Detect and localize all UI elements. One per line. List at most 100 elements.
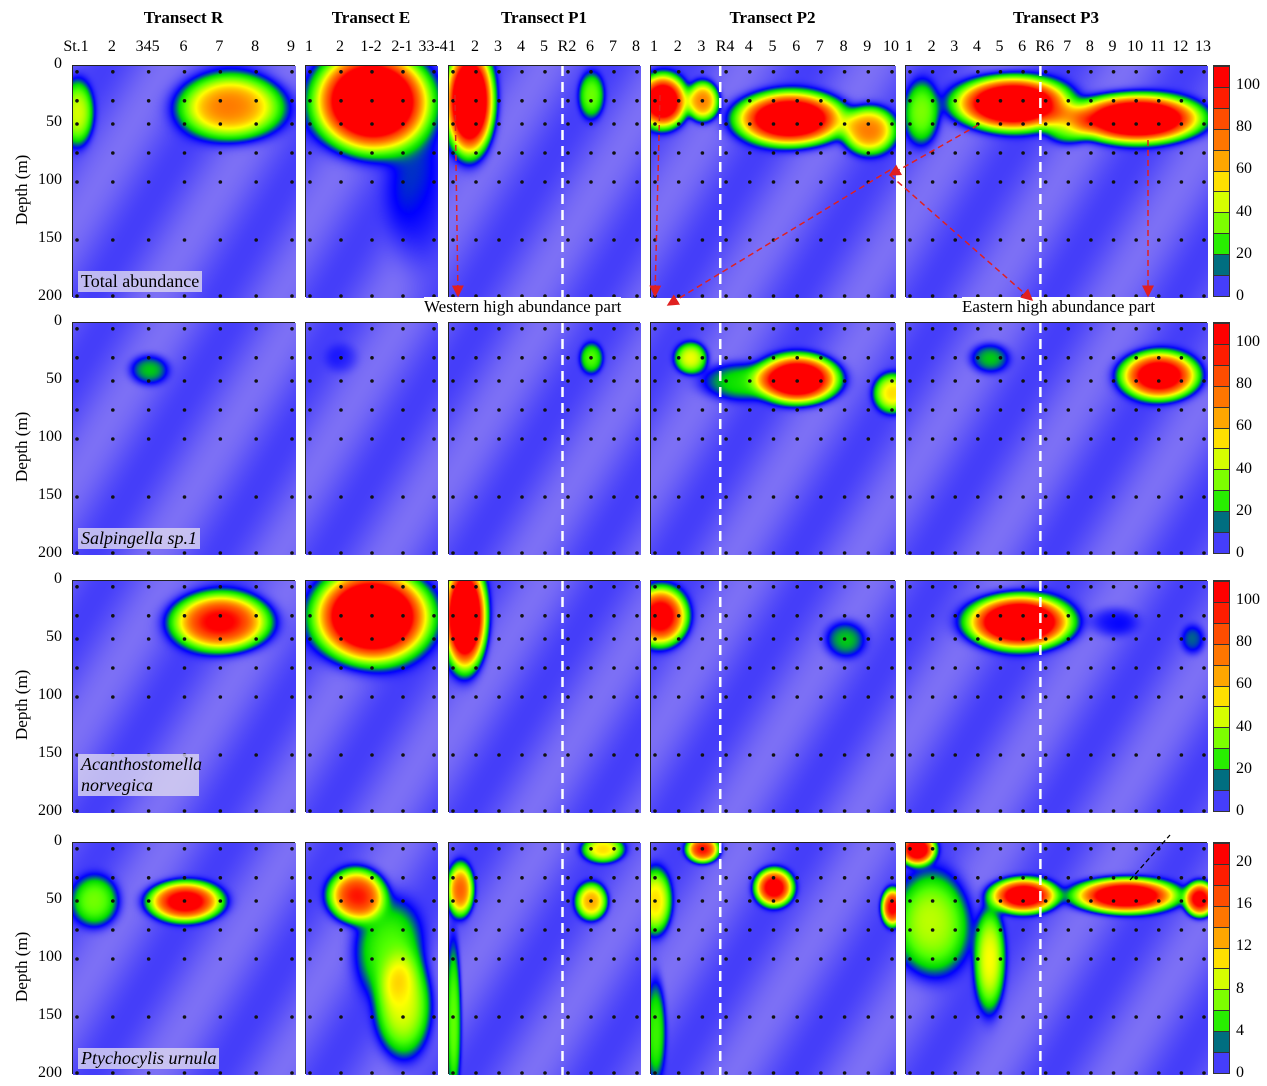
sample-point bbox=[676, 847, 681, 851]
sample-point bbox=[146, 70, 151, 74]
sample-point bbox=[998, 327, 1003, 331]
sample-point bbox=[432, 437, 436, 441]
overlay bbox=[908, 843, 1206, 1075]
colorbar-segment bbox=[1214, 275, 1229, 296]
sample-point bbox=[748, 585, 752, 589]
sample-point bbox=[1066, 408, 1071, 412]
sample-point bbox=[908, 495, 912, 499]
sample-point bbox=[1111, 495, 1116, 499]
sample-point bbox=[795, 637, 799, 641]
sample-point bbox=[1202, 847, 1206, 851]
sample-point bbox=[451, 495, 455, 499]
sample-point bbox=[339, 847, 343, 851]
sample-point bbox=[432, 379, 436, 383]
station-label: 3 bbox=[697, 38, 706, 55]
sample-point bbox=[308, 614, 312, 618]
sample-point bbox=[1179, 495, 1184, 499]
sample-point bbox=[1202, 356, 1206, 360]
sample-point bbox=[676, 151, 681, 155]
sample-point bbox=[520, 356, 524, 360]
sample-point bbox=[1043, 551, 1048, 555]
sample-point bbox=[218, 495, 223, 499]
overlay bbox=[308, 585, 436, 813]
station-label: 2 bbox=[107, 38, 116, 55]
sample-point bbox=[218, 695, 223, 699]
colorbar-tick-label: 16 bbox=[1236, 895, 1252, 913]
sample-point bbox=[111, 122, 115, 126]
sample-point bbox=[635, 495, 639, 499]
station-label: 1 bbox=[448, 38, 456, 55]
sample-point bbox=[520, 809, 524, 813]
sample-point bbox=[748, 379, 752, 383]
sample-point bbox=[182, 585, 187, 589]
sample-point bbox=[866, 356, 871, 360]
sample-point bbox=[635, 1015, 639, 1019]
sample-point bbox=[700, 70, 705, 74]
sample-point bbox=[339, 408, 343, 412]
sample-point bbox=[676, 1071, 681, 1075]
sample-point bbox=[612, 928, 616, 932]
sample-point bbox=[635, 379, 639, 383]
sample-point bbox=[218, 99, 223, 103]
sample-point bbox=[748, 899, 752, 903]
sample-point bbox=[520, 327, 524, 331]
sample-point bbox=[1179, 957, 1184, 961]
sample-point bbox=[635, 408, 639, 412]
sample-point bbox=[700, 847, 705, 851]
sample-point bbox=[819, 614, 823, 618]
sample-point bbox=[998, 753, 1003, 757]
sample-point bbox=[182, 899, 187, 903]
y-tick-label: 150 bbox=[38, 486, 62, 503]
sample-point bbox=[1089, 180, 1093, 184]
sample-point bbox=[1021, 495, 1025, 499]
sample-point bbox=[724, 614, 728, 618]
sample-point bbox=[700, 327, 705, 331]
sample-point bbox=[370, 70, 374, 74]
colorbar bbox=[1213, 580, 1230, 812]
sample-point bbox=[930, 180, 935, 184]
sample-point bbox=[1179, 614, 1184, 618]
sample-point bbox=[612, 1071, 616, 1075]
sample-point bbox=[908, 585, 912, 589]
sample-point bbox=[75, 70, 79, 74]
sample-point bbox=[290, 1071, 294, 1075]
sample-point bbox=[635, 876, 639, 880]
sample-point bbox=[182, 180, 187, 184]
colorbar-segment bbox=[1214, 448, 1229, 470]
contour-panel-1-2 bbox=[448, 322, 641, 555]
contour-panel-2-3 bbox=[650, 580, 896, 813]
sample-point bbox=[182, 408, 187, 412]
colorbar-segment bbox=[1214, 343, 1229, 365]
sample-point bbox=[432, 294, 436, 298]
sample-point bbox=[1111, 899, 1116, 903]
sample-point bbox=[930, 122, 935, 126]
sample-point bbox=[520, 551, 524, 555]
sample-point bbox=[432, 809, 436, 813]
sample-point bbox=[497, 99, 501, 103]
sample-point bbox=[339, 1015, 343, 1019]
sample-point bbox=[1202, 1071, 1206, 1075]
sample-point bbox=[474, 238, 478, 242]
sample-point bbox=[1021, 899, 1025, 903]
sample-point bbox=[182, 327, 187, 331]
sample-point bbox=[451, 899, 455, 903]
sample-point bbox=[254, 122, 258, 126]
sample-point bbox=[451, 957, 455, 961]
sample-point bbox=[111, 294, 115, 298]
sample-point bbox=[339, 180, 343, 184]
sample-point bbox=[1066, 551, 1071, 555]
sample-point bbox=[1111, 99, 1116, 103]
sample-point bbox=[842, 876, 847, 880]
sample-point bbox=[700, 666, 705, 670]
sample-point bbox=[111, 1015, 115, 1019]
sample-point bbox=[612, 70, 616, 74]
sample-point bbox=[635, 695, 639, 699]
sample-point bbox=[890, 809, 894, 813]
sample-point bbox=[370, 753, 374, 757]
sample-point bbox=[218, 70, 223, 74]
sample-point bbox=[700, 637, 705, 641]
sample-point bbox=[1021, 957, 1025, 961]
sample-point bbox=[819, 327, 823, 331]
sample-point bbox=[908, 356, 912, 360]
sample-point bbox=[842, 151, 847, 155]
